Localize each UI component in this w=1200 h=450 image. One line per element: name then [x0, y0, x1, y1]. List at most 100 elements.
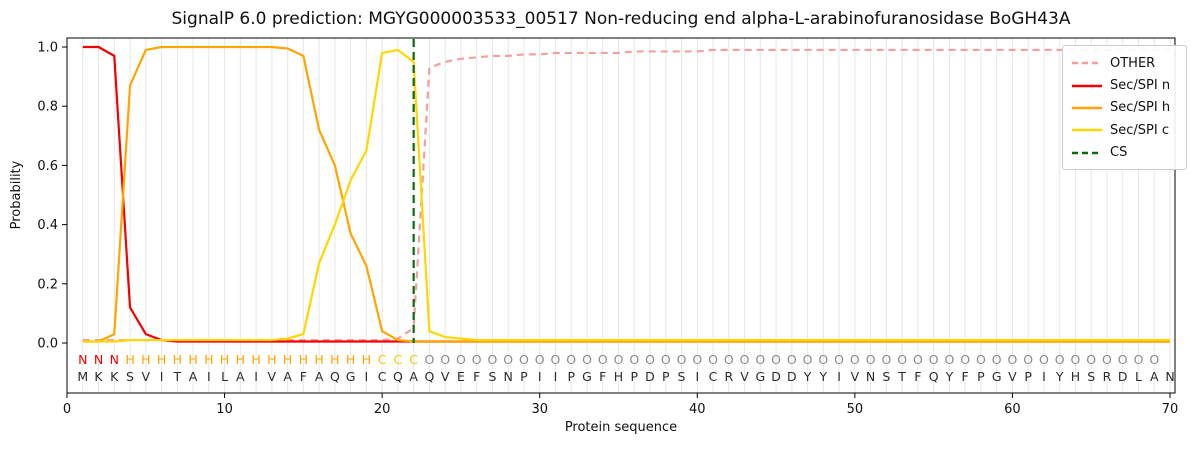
sequence-letter: V: [1008, 369, 1017, 384]
sequence-letter: F: [299, 369, 307, 384]
sequence-letter: A: [1149, 369, 1159, 384]
y-tick-label: 0.4: [37, 218, 58, 233]
residue-region-label: H: [141, 352, 151, 367]
residue-region-label: N: [109, 352, 119, 367]
sequence-letter: I: [1042, 369, 1046, 384]
sequence-letter: I: [364, 369, 369, 384]
residue-region-label: O: [771, 352, 781, 367]
sequence-letter: D: [787, 369, 797, 384]
sequence-letter: I: [159, 369, 164, 384]
sequence-letter: N: [865, 369, 876, 384]
sequence-letter: E: [456, 369, 465, 384]
legend-item-cs: CS: [1071, 142, 1178, 164]
residue-region-label: O: [456, 352, 466, 367]
legend-line-swatch: [1072, 106, 1102, 110]
y-tick-label: 1.0: [37, 41, 58, 56]
residue-region-label: O: [912, 352, 923, 367]
residue-region-label: O: [424, 352, 435, 367]
sequence-letter: N: [503, 369, 513, 384]
residue-region-label: H: [204, 352, 214, 367]
sequence-letter: A: [236, 369, 245, 384]
sequence-letter: V: [850, 369, 860, 384]
sequence-letter: I: [254, 369, 258, 384]
sequence-letter: P: [630, 369, 639, 384]
sequence-letter: P: [520, 369, 528, 384]
sequence-letter: P: [567, 369, 575, 384]
legend-item-sec-spi-h: Sec/SPI h: [1071, 97, 1178, 119]
y-tick-label: 0.6: [37, 159, 58, 174]
sequence-letter: N: [1165, 369, 1175, 384]
residue-region-label: O: [550, 352, 561, 367]
sequence-letter: L: [221, 369, 229, 384]
residue-region-label: O: [897, 352, 908, 367]
x-tick-label: 10: [216, 402, 233, 417]
sequence-letter: K: [110, 369, 119, 384]
legend-label: OTHER: [1110, 55, 1156, 71]
residue-region-label: O: [1086, 352, 1097, 367]
sequence-letter: R: [724, 369, 734, 384]
residue-region-label: O: [723, 352, 734, 367]
residue-region-label: H: [282, 352, 293, 367]
sequence-letter: Q: [392, 369, 403, 384]
residue-region-label: O: [1023, 352, 1034, 367]
residue-region-label: O: [676, 352, 687, 367]
legend-line-swatch: [1072, 151, 1102, 154]
sequence-letter: F: [599, 369, 607, 384]
sequence-letter: A: [409, 369, 418, 384]
sequence-letter: A: [314, 369, 324, 384]
sequence-letter: Q: [928, 369, 939, 384]
y-tick-label: 0.2: [37, 277, 58, 292]
sequence-letter: H: [1070, 369, 1081, 384]
residue-region-label: O: [503, 352, 514, 367]
legend-item-other: OTHER: [1071, 52, 1178, 74]
residue-region-label: O: [597, 352, 608, 367]
residue-region-label: O: [471, 352, 482, 367]
sequence-letter: G: [582, 369, 592, 384]
residue-region-label: O: [849, 352, 860, 367]
x-tick-label: 60: [1004, 402, 1021, 417]
residue-region-label: H: [188, 352, 198, 367]
residue-region-label: O: [818, 352, 829, 367]
residue-region-label: O: [660, 352, 671, 367]
sequence-letter: I: [206, 369, 211, 384]
sequence-letter: G: [345, 369, 356, 384]
sequence-letter: V: [440, 369, 450, 384]
residue-region-label: C: [409, 352, 419, 367]
legend-item-sec-spi-n: Sec/SPI n: [1071, 74, 1178, 96]
residue-region-label: C: [393, 352, 403, 367]
residue-region-label: O: [960, 352, 971, 367]
residue-region-label: H: [345, 352, 356, 367]
residue-region-label: H: [251, 352, 261, 367]
y-tick-label: 0.8: [37, 100, 58, 115]
residue-region-label: O: [881, 352, 892, 367]
sequence-letter: P: [977, 369, 985, 384]
x-tick-label: 40: [689, 402, 706, 417]
sequence-letter: S: [882, 369, 891, 384]
residue-region-label: H: [219, 352, 230, 367]
x-tick-label: 20: [374, 402, 391, 417]
sequence-letter: L: [1135, 369, 1142, 384]
residue-region-label: H: [298, 352, 309, 367]
legend-label: Sec/SPI c: [1110, 122, 1169, 138]
residue-region-label: H: [267, 352, 277, 367]
residue-region-label: O: [1117, 352, 1128, 367]
sequence-letter: F: [473, 369, 481, 384]
sequence-letter: Y: [803, 369, 812, 384]
legend-label: Sec/SPI n: [1110, 78, 1171, 94]
x-tick-label: 30: [531, 402, 548, 417]
residue-region-label: O: [692, 352, 703, 367]
sequence-letter: S: [677, 369, 686, 384]
legend-line-swatch: [1072, 61, 1102, 65]
x-tick-label: 70: [1162, 402, 1179, 417]
sequence-letter: Y: [1055, 369, 1064, 384]
curve-sec-spi-c: [82, 48, 1170, 343]
residue-region-label: O: [629, 352, 640, 367]
residue-region-label: N: [78, 352, 88, 367]
sequence-letter: A: [188, 369, 198, 384]
sequence-letter: P: [661, 369, 670, 384]
legend-line-swatch: [1072, 129, 1102, 132]
residue-region-label: C: [377, 352, 387, 367]
residue-region-label: N: [93, 352, 104, 367]
